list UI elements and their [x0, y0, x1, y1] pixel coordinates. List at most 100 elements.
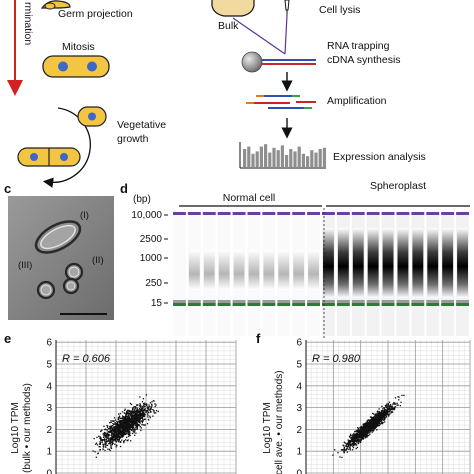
panel-f: f R = 0.980 6 5 4 3 2 1 0 Log10 TPM le cell av… [256, 331, 471, 474]
y-ticks-f: 6 5 4 3 2 1 0 [296, 338, 302, 474]
lower-marker-shadow [247, 300, 261, 303]
expression-bar [268, 152, 272, 167]
lower-marker-shadow [202, 300, 216, 303]
ylabel-e-2: (bulk • our methods) [22, 383, 33, 473]
lower-marker-shadow [292, 300, 306, 303]
gel-smear [382, 228, 394, 298]
lower-marker-band [411, 303, 425, 306]
lower-marker-shadow [351, 300, 365, 303]
micrograph [8, 196, 114, 320]
lower-marker-shadow [336, 300, 350, 303]
expression-bar [243, 149, 247, 167]
upper-marker-band [262, 212, 276, 215]
ladder-15: 15 [151, 298, 163, 309]
lower-marker-shadow [381, 300, 395, 303]
flask-icon [211, 0, 255, 17]
expression-bar [280, 145, 284, 167]
germination-label: rmination [22, 2, 34, 45]
gel-smear [367, 228, 379, 298]
lower-marker-shadow [456, 300, 469, 303]
y-tick-label: 2 [46, 425, 52, 436]
y-tick-label: 5 [296, 360, 302, 371]
germ-projection-cell [40, 0, 71, 10]
expression-bar [318, 149, 322, 167]
lower-marker-shadow [277, 300, 291, 303]
upper-marker-band [292, 212, 306, 215]
expression-bar [272, 147, 276, 167]
scatter-points-e [92, 394, 159, 458]
cycle-arrow [42, 107, 91, 188]
gel-smear [337, 228, 349, 298]
pipette-icon [284, 0, 290, 15]
expression-bar [289, 149, 293, 167]
gel-smear [203, 250, 215, 290]
panel-e-letter: e [4, 331, 11, 346]
scatter-grid-e [55, 340, 237, 474]
cell-label-iii: (III) [18, 260, 32, 271]
mitosis-cell [42, 55, 110, 78]
micrograph-cells [34, 220, 84, 300]
upper-marker-band [247, 212, 261, 215]
lower-marker-band [336, 303, 350, 306]
upper-marker-band [307, 212, 320, 215]
gel-smear [412, 228, 424, 298]
gel-smear [218, 250, 230, 290]
expression-analysis-label: Expression analysis [333, 151, 426, 163]
expression-bar [306, 156, 310, 167]
gel-smear [457, 228, 468, 298]
r-value-f: R = 0.980 [312, 353, 361, 365]
gel-smear [442, 228, 454, 298]
gel-smear [233, 250, 245, 290]
upper-marker-band [336, 212, 350, 215]
y-tick-label: 3 [46, 403, 52, 414]
scatter-grid-f [305, 340, 471, 474]
gel-smear [397, 228, 409, 298]
gel-smear [293, 250, 305, 290]
expression-bar [314, 152, 318, 167]
daughter-cell [77, 106, 107, 127]
amplification-label: Amplification [327, 95, 387, 107]
expression-bar [301, 153, 305, 167]
rna-trapping-label-1: RNA trapping [327, 40, 390, 52]
ladder-250: 250 [145, 278, 162, 289]
bulk-label: Bulk [218, 20, 239, 32]
panel-f-letter: f [256, 331, 261, 346]
unit-label: (bp) [133, 194, 151, 205]
lower-marker-shadow [366, 300, 380, 303]
y-tick-label: 1 [296, 447, 302, 458]
gel-image [172, 208, 470, 340]
upper-marker-band [277, 212, 291, 215]
ladder-ticks [164, 214, 168, 304]
lower-marker-band [396, 303, 410, 306]
upper-marker-band [232, 212, 246, 215]
lower-marker-band [187, 303, 201, 306]
lower-marker-band [307, 303, 320, 306]
lower-marker-band [232, 303, 246, 306]
y-tick-label: 6 [296, 338, 302, 349]
vegetative-growth-label-2: growth [117, 133, 149, 145]
gel-smear [308, 250, 319, 290]
gel-smear [263, 250, 275, 290]
expression-histogram [239, 142, 326, 169]
upper-marker-band [322, 212, 335, 215]
lower-marker-band [262, 303, 276, 306]
upper-marker-band [381, 212, 395, 215]
panel-c: c (I) (II) (III) [4, 181, 114, 320]
lower-marker-shadow [396, 300, 410, 303]
panel-e: e R = 0.606 6 5 4 3 2 1 0 Log10 TPM (bulk • ou… [4, 331, 237, 474]
y-tick-label: 6 [46, 338, 52, 349]
expression-bar [247, 146, 251, 167]
lower-marker-band [351, 303, 365, 306]
vegetative-cell [17, 147, 81, 167]
y-tick-label: 0 [296, 469, 302, 474]
upper-marker-band [173, 212, 186, 215]
upper-marker-band [411, 212, 425, 215]
gel-smear [427, 228, 439, 298]
panel-b: Bulk Cell lysis RNA trapping cDNA synthe… [211, 0, 426, 169]
ylabel-e-1: Log10 TPM [10, 402, 21, 454]
lower-marker-shadow [322, 300, 335, 303]
panel-a: rmination Germ projection Mitosis [7, 0, 166, 188]
lower-marker-shadow [307, 300, 320, 303]
upper-marker-band [426, 212, 440, 215]
